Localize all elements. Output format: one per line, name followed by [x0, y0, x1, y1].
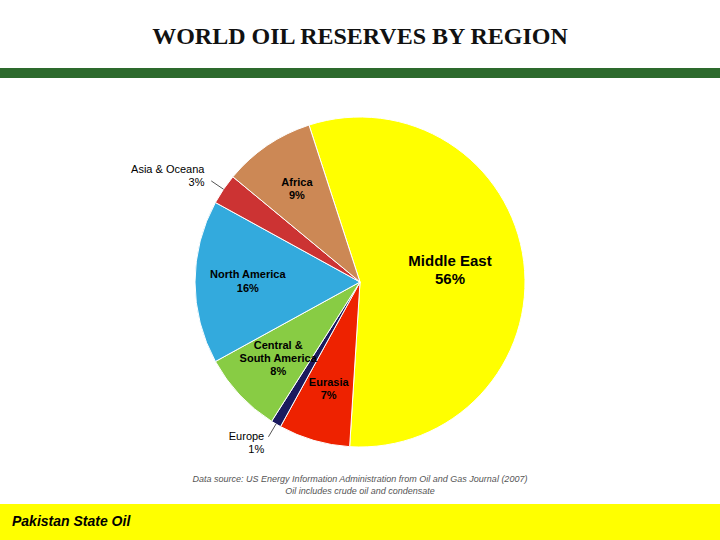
- source-note: Oil includes crude oil and condensate: [285, 486, 435, 496]
- leader-line: [268, 424, 276, 437]
- value-label: 1%: [248, 443, 264, 455]
- value-label: 16%: [237, 282, 259, 294]
- value-label: 56%: [435, 270, 465, 287]
- slice-label: Central &South America: [240, 339, 318, 364]
- leader-line: [211, 181, 223, 189]
- value-label: 8%: [270, 365, 286, 377]
- slice-label: Asia & Oceana: [131, 163, 205, 175]
- labels: Middle East56% Eurasia7% Europe1% Central &…: [131, 163, 492, 456]
- value-label: 3%: [189, 176, 205, 188]
- chart: WORLD OIL RESERVES BY REGION Middle East5…: [0, 0, 720, 540]
- footer-text: Pakistan State Oil: [12, 513, 131, 529]
- value-label: 7%: [321, 389, 337, 401]
- footer-band: [0, 504, 720, 540]
- slice: [233, 125, 360, 282]
- title-stripe: [0, 68, 720, 78]
- slice-label: North America: [210, 268, 286, 280]
- pie: [195, 117, 525, 447]
- slice-label: Eurasia: [309, 376, 350, 388]
- source-note: Data source: US Energy Information Admin…: [193, 474, 528, 484]
- slice-label: Europe: [229, 430, 264, 442]
- value-label: 9%: [289, 189, 305, 201]
- slice-label: Africa: [281, 176, 313, 188]
- slice-label: Middle East: [408, 252, 491, 269]
- title: WORLD OIL RESERVES BY REGION: [152, 23, 568, 49]
